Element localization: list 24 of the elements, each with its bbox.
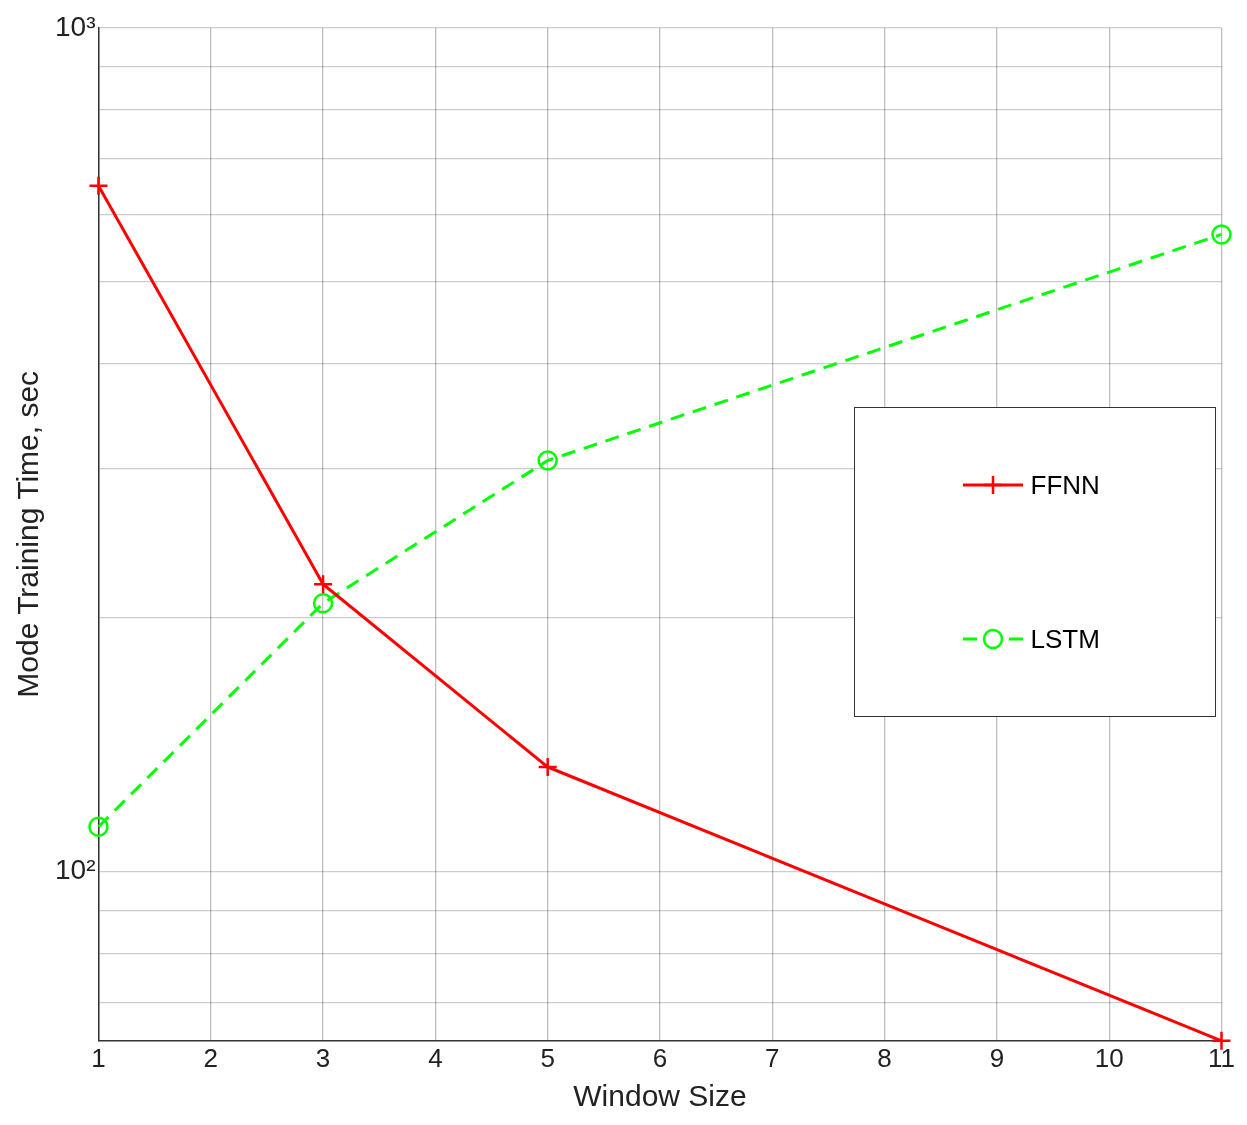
x-tick-label: 9	[989, 1042, 1005, 1073]
x-tick-label: 8	[877, 1042, 892, 1073]
point	[537, 450, 558, 471]
x-tick-label: 3	[315, 1042, 331, 1073]
y-axis-title: Mode Training Time, sec	[11, 370, 45, 698]
x-tick-label: 5	[540, 1042, 555, 1073]
x-tick-label: 11	[1208, 1042, 1235, 1073]
point	[1211, 224, 1232, 245]
x-tick-label: 1	[91, 1042, 106, 1073]
point	[88, 175, 109, 196]
x-tick-label: 10	[1094, 1042, 1124, 1073]
point	[312, 574, 334, 595]
y-tick-label: 10³	[55, 10, 96, 42]
legend-label: FFNN	[1030, 469, 1100, 501]
x-tick-label: 2	[203, 1042, 219, 1073]
point	[537, 756, 558, 778]
legend-label: LSTM	[1030, 623, 1100, 655]
x-tick-label: 7	[765, 1042, 780, 1073]
x-tick-label: 4	[428, 1042, 443, 1073]
y-tick-label: 10²	[55, 854, 96, 886]
point	[88, 816, 109, 837]
point	[312, 592, 334, 614]
x-axis-title: Window Size	[573, 1079, 747, 1113]
x-tick-label: 6	[652, 1042, 668, 1073]
